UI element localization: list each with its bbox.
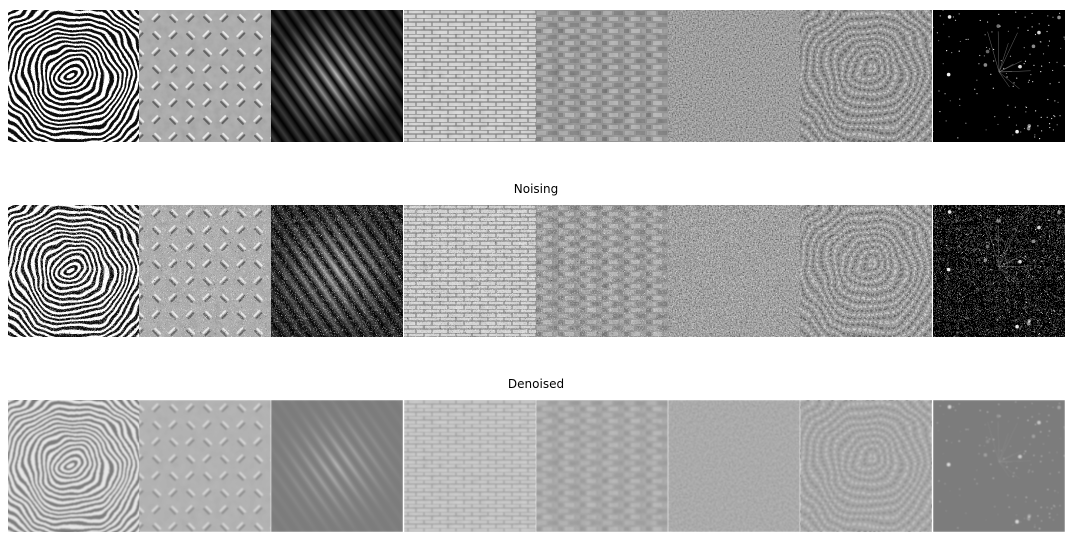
texture (404, 400, 536, 532)
image-tile (536, 400, 668, 532)
image-tile (271, 400, 403, 532)
texture (933, 205, 1065, 337)
texture (271, 205, 403, 337)
texture (668, 205, 800, 337)
texture (271, 10, 403, 142)
image-tile (404, 10, 536, 142)
image-tile (668, 205, 800, 337)
texture (404, 10, 536, 142)
texture (139, 205, 271, 337)
image-tile (139, 400, 271, 532)
texture (933, 400, 1065, 532)
row-title: Denoised (508, 377, 564, 391)
image-tile (536, 10, 668, 142)
image-tile (536, 205, 668, 337)
image-tile (404, 205, 536, 337)
image-tile (668, 10, 800, 142)
image-tile (933, 10, 1065, 142)
image-tile (271, 205, 403, 337)
texture (668, 400, 800, 532)
image-tile (933, 400, 1065, 532)
image-tile (271, 10, 403, 142)
image-tile (139, 205, 271, 337)
texture (139, 10, 271, 142)
texture (536, 400, 668, 532)
texture (668, 10, 800, 142)
row-title: Noising (514, 182, 558, 196)
image-tile (404, 400, 536, 532)
image-tile (139, 10, 271, 142)
texture (536, 205, 668, 337)
image-tile (668, 400, 800, 532)
image-tile (933, 205, 1065, 337)
texture (536, 10, 668, 142)
texture (139, 400, 271, 532)
texture (404, 205, 536, 337)
texture (271, 400, 403, 532)
texture (933, 10, 1065, 142)
